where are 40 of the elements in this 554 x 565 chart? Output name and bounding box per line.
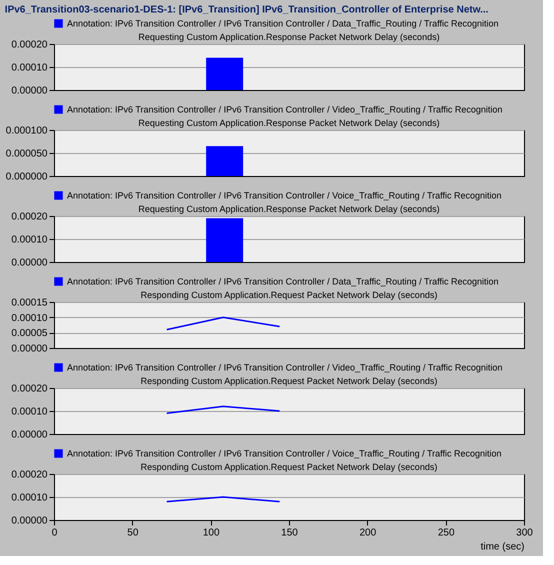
- legend-label: Annotation: IPv6 Transition Controller / IPv6 Transition Controller / Voice_Traffic_Routing / Traffic Recognition: [67, 190, 502, 200]
- text: Annotation: IPv6 Transition Controller / IPv6 Transition Controller / Data_Traffic_Routing / Traffic Recognition: [67, 276, 499, 286]
- y-tick-label: 0.00000: [11, 258, 48, 268]
- text: Annotation: IPv6 Transition Controller / IPv6 Transition Controller / Video_Traffic_Routing / Traffic Recognition: [67, 104, 502, 114]
- y-tick-label: 0.00020: [11, 212, 48, 222]
- y-tick-label: 0.00010: [11, 312, 48, 324]
- chart-title: Requesting Custom Application.Response Packet Network Delay (seconds): [138, 32, 440, 42]
- text: IPv6_Transition03-scenario1-DES-1: [IPv6_Transition] IPv6_Transition_Controller of Enterprise Netw...: [4, 4, 489, 16]
- y-tick-label: 0.00020: [11, 384, 48, 394]
- chart-title: Responding Custom Application.Request Packet Network Delay (seconds): [140, 290, 438, 300]
- legend-label: Annotation: IPv6 Transition Controller / IPv6 Transition Controller / Data_Traffic_Routing / Traffic Recognition: [67, 18, 499, 28]
- y-tick-label: 0.00000: [11, 430, 48, 440]
- x-axis-title: time (sec): [480, 542, 524, 552]
- chart-title: Requesting Custom Application.Response Packet Network Delay (seconds): [138, 204, 440, 214]
- x-tick-label: 0: [52, 528, 58, 538]
- y-tick-label: 0.00000: [11, 86, 48, 96]
- y-tick-label: 0.00000: [11, 344, 48, 354]
- y-tick-label: 0.00010: [11, 406, 48, 418]
- x-tick-label: 250: [438, 528, 455, 538]
- x-tick-label: 100: [202, 528, 220, 538]
- y-tick-label: 0.000050: [6, 148, 48, 160]
- y-tick-label: 0.00010: [11, 62, 48, 74]
- text: Annotation: IPv6 Transition Controller / IPv6 Transition Controller / Voice_Traffic_Routing / Traffic Recognition: [67, 448, 502, 458]
- y-tick-label: 0.00020: [11, 470, 48, 480]
- y-tick-label: 0.00010: [11, 492, 48, 504]
- chart-title: Responding Custom Application.Request Packet Network Delay (seconds): [140, 462, 438, 472]
- chart-title: Responding Custom Application.Request Packet Network Delay (seconds): [140, 376, 438, 386]
- y-tick-label: 0.000000: [6, 172, 48, 182]
- x-tick-label: 300: [516, 528, 534, 538]
- chart-title: Requesting Custom Application.Response Packet Network Delay (seconds): [138, 118, 440, 128]
- x-tick-label: 50: [127, 528, 139, 538]
- y-tick-label: 0.00020: [11, 40, 48, 50]
- y-tick-label: 0.00005: [11, 328, 48, 340]
- x-tick-label: 200: [359, 528, 377, 538]
- y-tick-label: 0.00010: [11, 234, 48, 246]
- y-tick-label: 0.00015: [11, 298, 48, 308]
- y-tick-label: 0.000100: [6, 126, 48, 136]
- x-tick-label: 150: [281, 528, 298, 538]
- y-tick-label: 0.00000: [11, 516, 48, 526]
- legend-label: Annotation: IPv6 Transition Controller / IPv6 Transition Controller / Video_Traffic_Routing / Traffic Recognition: [67, 362, 502, 372]
